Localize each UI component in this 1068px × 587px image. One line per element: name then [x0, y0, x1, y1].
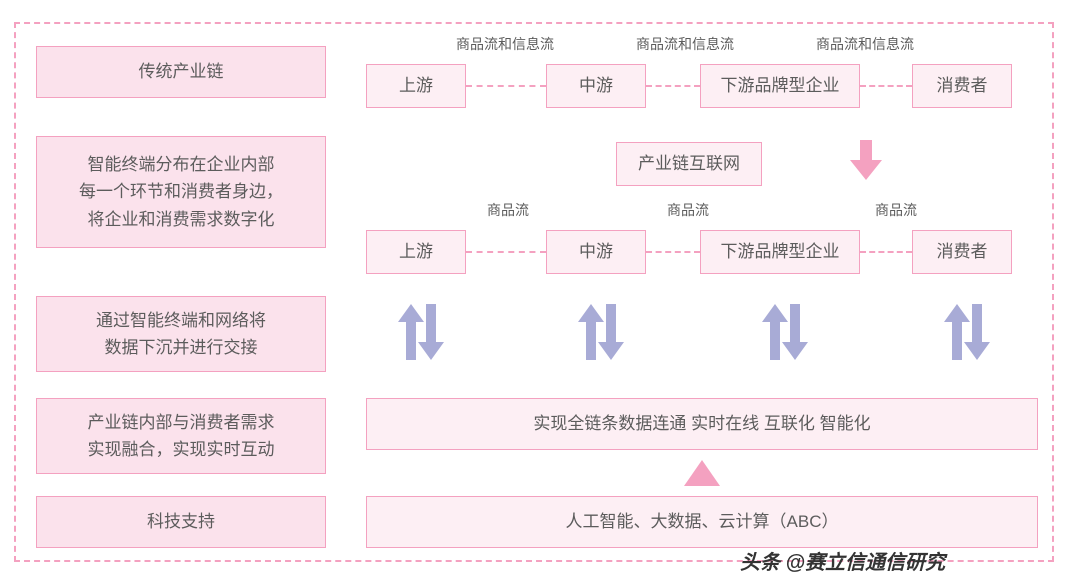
row1-label-1: 商品流和信息流	[620, 34, 750, 54]
outer-dashed-border	[14, 22, 1054, 562]
chain1-connector-0	[466, 85, 546, 87]
chain2-connector-2	[860, 251, 912, 253]
chain2-connector-1	[646, 251, 700, 253]
left-box-2: 通过智能终端和网络将 数据下沉并进行交接	[36, 296, 326, 372]
chain1-node-0: 上游	[366, 64, 466, 108]
updown-arrow-3	[936, 302, 996, 362]
pink-triangle-up-icon	[684, 460, 720, 491]
tech-box: 人工智能、大数据、云计算（ABC）	[366, 496, 1038, 548]
chain2-connector-0	[466, 251, 546, 253]
chain2-node-0: 上游	[366, 230, 466, 274]
updown-arrow-2	[754, 302, 814, 362]
chain2-node-2: 下游品牌型企业	[700, 230, 860, 274]
chain1-node-1: 中游	[546, 64, 646, 108]
pink-arrow-down-icon	[846, 138, 886, 182]
chain2-node-1: 中游	[546, 230, 646, 274]
chain1-connector-2	[860, 85, 912, 87]
row2-label-1: 商品流	[648, 200, 728, 220]
updown-arrow-1	[570, 302, 630, 362]
chain1-node-3: 消费者	[912, 64, 1012, 108]
updown-arrow-0	[390, 302, 450, 362]
chain1-node-2: 下游品牌型企业	[700, 64, 860, 108]
left-box-0: 传统产业链	[36, 46, 326, 98]
internet-box: 产业链互联网	[616, 142, 762, 186]
left-box-1: 智能终端分布在企业内部 每一个环节和消费者身边， 将企业和消费需求数字化	[36, 136, 326, 248]
watermark-text: 头条 @赛立信通信研究	[740, 546, 945, 575]
left-box-4: 科技支持	[36, 496, 326, 548]
row1-label-0: 商品流和信息流	[440, 34, 570, 54]
row2-label-0: 商品流	[468, 200, 548, 220]
result-box: 实现全链条数据连通 实时在线 互联化 智能化	[366, 398, 1038, 450]
row2-label-2: 商品流	[856, 200, 936, 220]
row1-label-2: 商品流和信息流	[800, 34, 930, 54]
chain1-connector-1	[646, 85, 700, 87]
chain2-node-3: 消费者	[912, 230, 1012, 274]
left-box-3: 产业链内部与消费者需求 实现融合，实现实时互动	[36, 398, 326, 474]
